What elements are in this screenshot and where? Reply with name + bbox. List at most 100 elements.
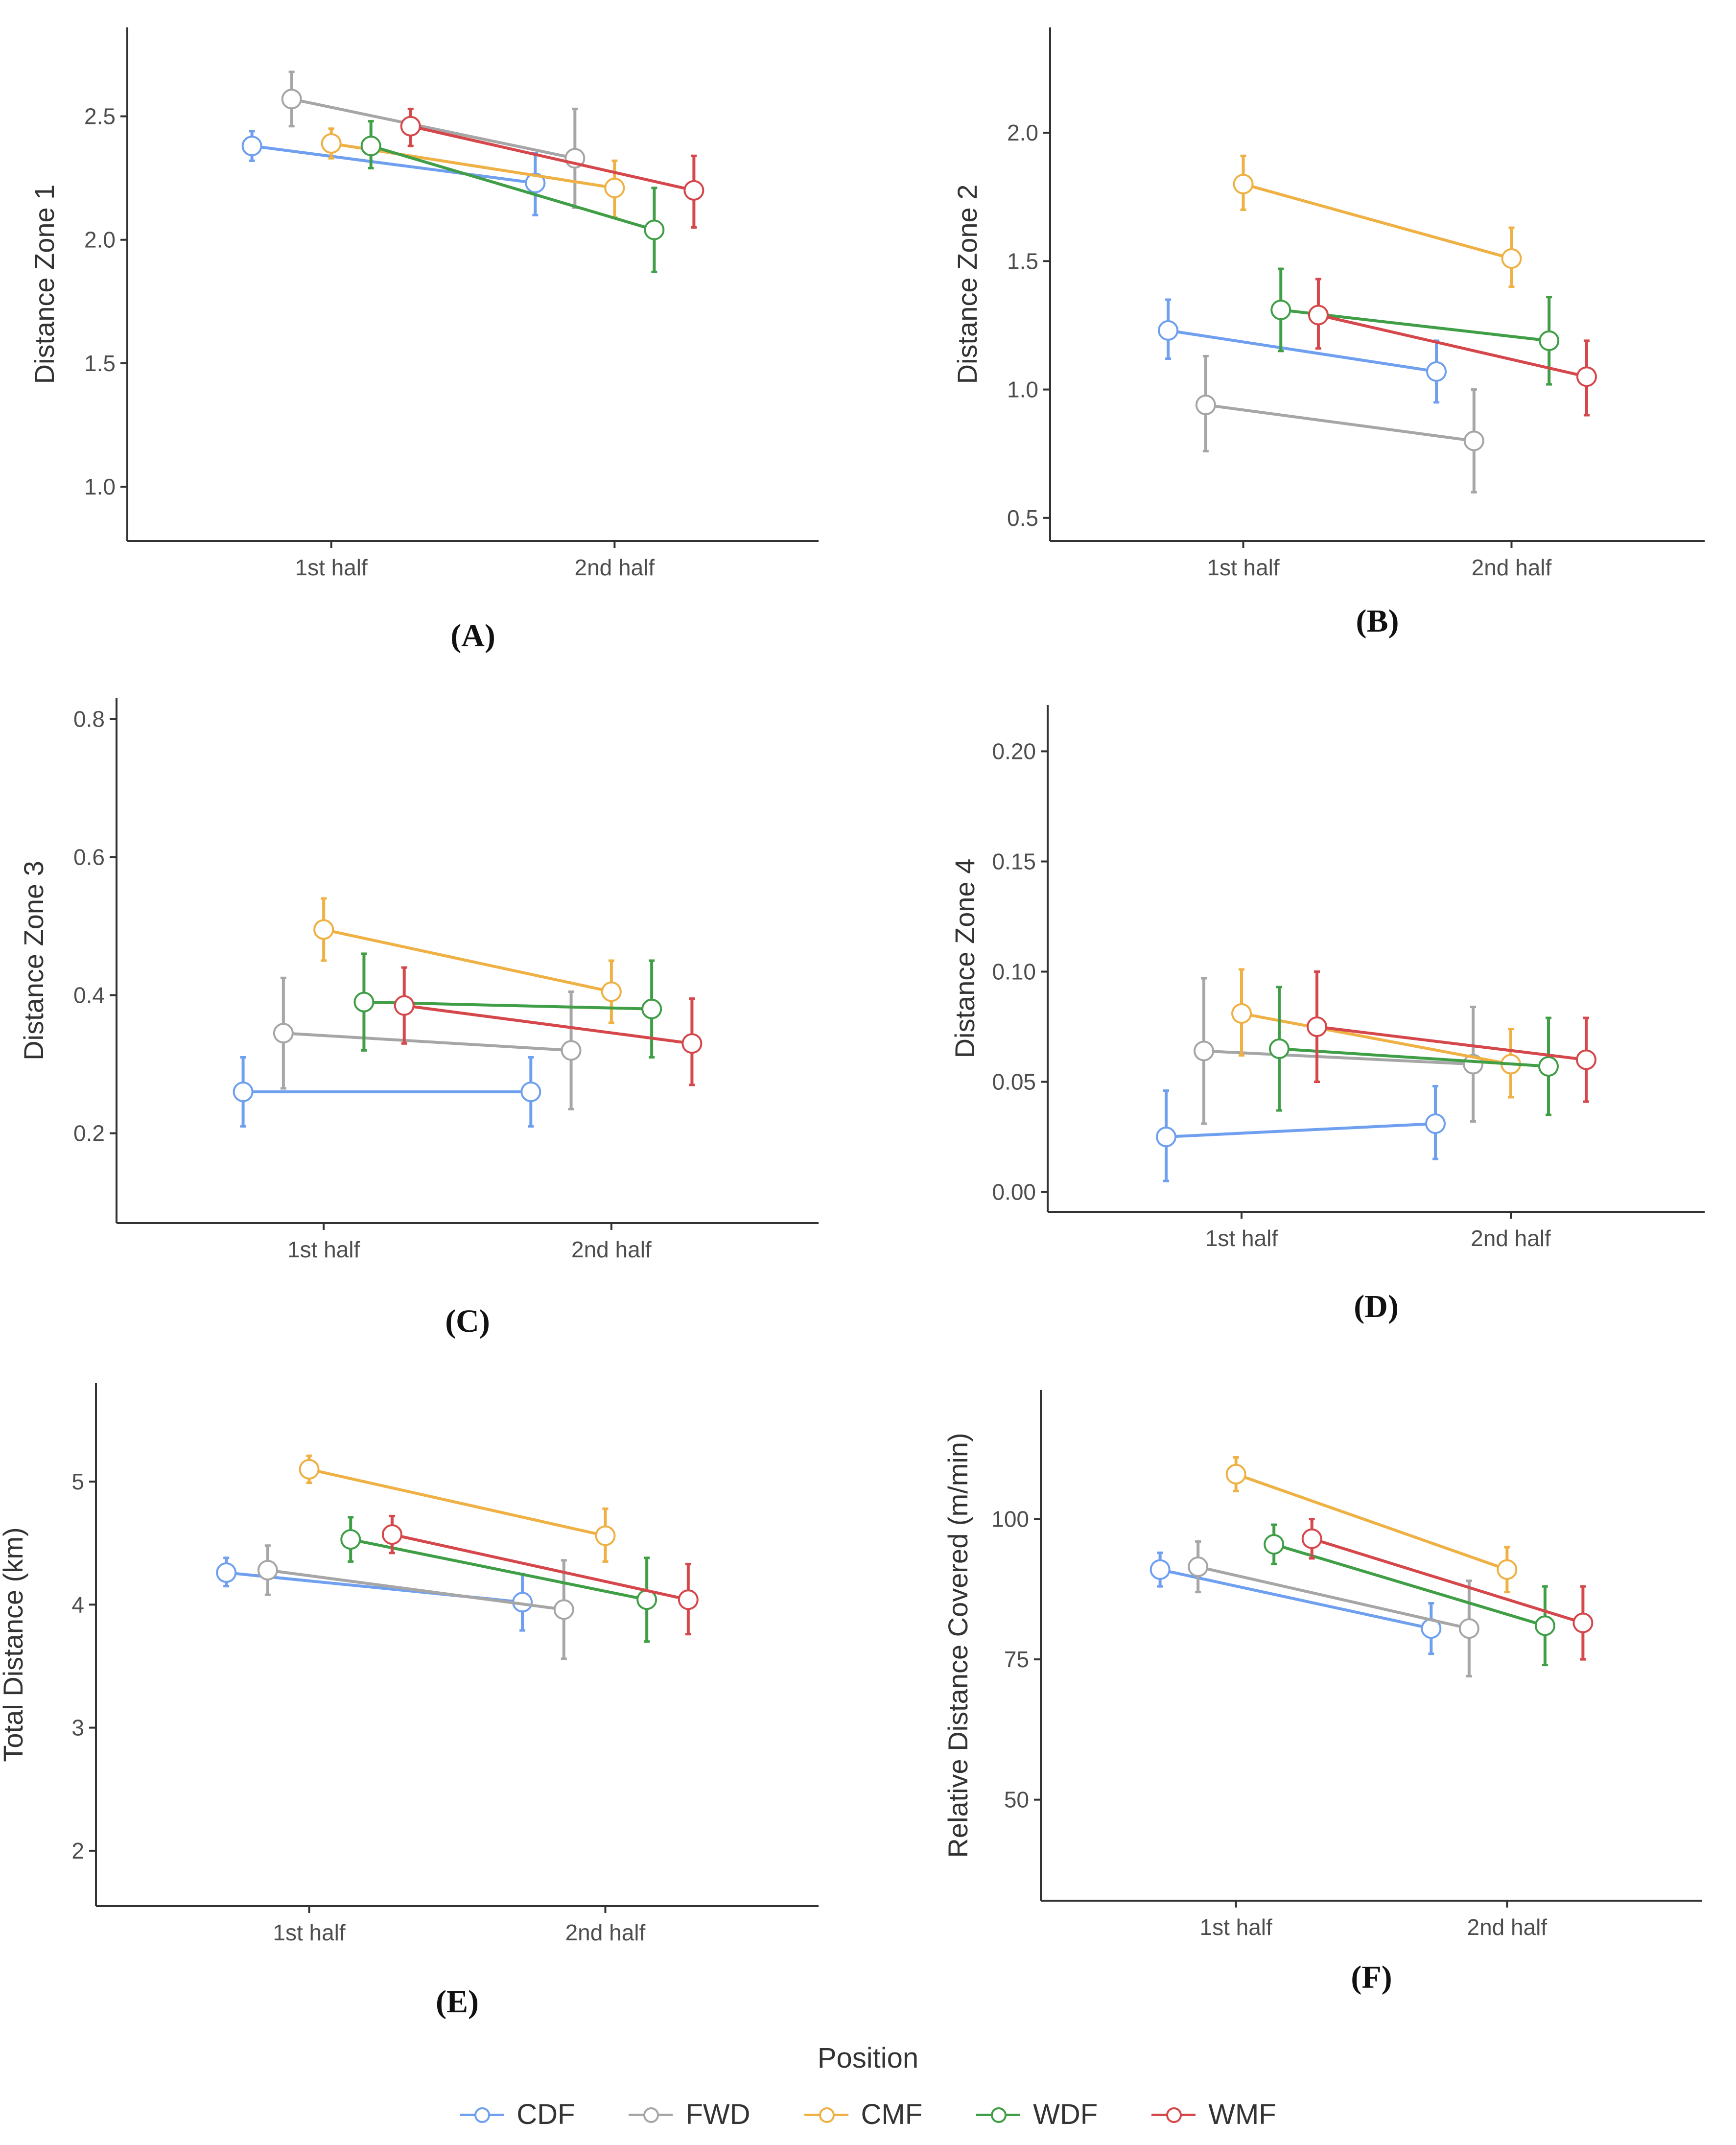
mean-point <box>681 1033 703 1054</box>
series-fwd <box>281 71 586 209</box>
series-wdf <box>1269 986 1559 1116</box>
mean-point <box>1497 1559 1518 1580</box>
panel-label: (B) <box>1356 603 1399 639</box>
mean-point <box>1576 366 1597 387</box>
series-line <box>1316 1025 1587 1061</box>
legend-label: CDF <box>516 2098 575 2130</box>
mean-point <box>1195 395 1216 416</box>
panel-label: (D) <box>1354 1289 1399 1324</box>
y-tick-label: 0.4 <box>73 983 105 1008</box>
series-fwd <box>1188 1540 1479 1678</box>
mean-point <box>1425 1113 1446 1134</box>
mean-point <box>299 1459 320 1480</box>
mean-point <box>273 1023 294 1044</box>
series-line <box>1205 403 1475 443</box>
x-tick-label: 1st half <box>295 555 368 580</box>
y-tick-label: 0.5 <box>1007 505 1038 531</box>
mean-point <box>561 1040 582 1061</box>
series-cdf <box>241 130 546 216</box>
y-tick-label: 50 <box>1004 1787 1029 1813</box>
y-tick-label: 4 <box>71 1592 84 1617</box>
legend-item-wdf: WDF <box>976 2098 1098 2131</box>
mean-point <box>381 1524 402 1545</box>
series-cmf <box>299 1454 616 1563</box>
mean-point <box>1538 1056 1559 1077</box>
chart-panel-e: 2 3 4 5 1st half 2nd half Total Distance (km) (… <box>0 1383 819 2020</box>
series-line <box>308 1467 606 1537</box>
legend-key-icon <box>1151 2100 1196 2129</box>
y-tick-label: 0.6 <box>73 844 105 870</box>
legend-key-icon <box>460 2100 504 2129</box>
series-line <box>1168 329 1437 373</box>
series-line <box>1318 313 1587 378</box>
legend-key-icon <box>629 2100 673 2129</box>
y-tick-label: 1.0 <box>1007 377 1038 402</box>
mean-point <box>604 177 625 198</box>
chart-panel-b: 0.5 1.0 1.5 2.0 1st half 2nd half Distance Zon… <box>952 27 1705 639</box>
mean-point <box>353 991 375 1013</box>
legend-label: CMF <box>861 2098 923 2130</box>
mean-point <box>394 995 415 1016</box>
mean-point <box>525 172 546 193</box>
y-tick-label: 0.15 <box>992 849 1036 874</box>
y-tick-label: 0.00 <box>992 1179 1036 1205</box>
series-line <box>323 928 612 993</box>
mean-point <box>1308 305 1329 326</box>
series-cdf <box>1158 298 1447 404</box>
mean-point <box>601 981 622 1002</box>
y-tick-label: 100 <box>991 1507 1029 1532</box>
chart-panel-f: 50 75 100 1st half 2nd half Relative Distance… <box>942 1390 1702 1995</box>
legend-label: FWD <box>685 2098 751 2130</box>
y-axis-title: Distance Zone 2 <box>952 185 983 384</box>
series-line <box>1273 1543 1546 1627</box>
mean-point <box>1269 1038 1290 1059</box>
x-tick-label: 2nd half <box>571 1237 652 1262</box>
mean-point <box>1463 430 1484 451</box>
mean-point <box>1225 1463 1246 1485</box>
y-axis-title: Distance Zone 3 <box>18 861 49 1061</box>
y-tick-label: 0.20 <box>992 739 1036 764</box>
mean-point <box>1194 1040 1214 1061</box>
series-line <box>1203 1049 1474 1066</box>
y-tick-label: 1.0 <box>84 474 116 499</box>
y-tick-label: 1.5 <box>1007 248 1038 274</box>
legend-key-icon <box>976 2100 1021 2129</box>
series-line <box>1279 1047 1549 1068</box>
series-cdf <box>1150 1551 1442 1655</box>
panel-label: (C) <box>445 1303 490 1339</box>
y-tick-label: 2.0 <box>84 227 116 253</box>
series-wmf <box>394 966 703 1086</box>
y-tick-label: 0.2 <box>73 1121 105 1146</box>
mean-point <box>1231 1003 1252 1024</box>
mean-point <box>1539 330 1560 351</box>
x-tick-label: 1st half <box>1199 1914 1272 1940</box>
mean-point <box>1150 1559 1171 1580</box>
series-line <box>1235 1473 1508 1571</box>
series-wmf <box>1301 1518 1594 1661</box>
y-tick-label: 0.8 <box>73 706 105 731</box>
legend-label: WMF <box>1208 2098 1276 2130</box>
series-wdf <box>360 120 665 273</box>
y-tick-label: 0.05 <box>992 1069 1036 1095</box>
series-wmf <box>400 107 704 229</box>
mean-point <box>1301 1528 1322 1549</box>
series-cmf <box>1225 1456 1518 1594</box>
series-line <box>370 144 655 232</box>
mean-point <box>281 89 302 110</box>
y-tick-label: 5 <box>71 1469 84 1494</box>
mean-point <box>595 1525 616 1546</box>
series-fwd <box>1194 977 1483 1125</box>
y-tick-label: 0.10 <box>992 959 1036 985</box>
mean-point <box>1233 173 1254 194</box>
mean-point <box>1576 1049 1596 1070</box>
mean-point <box>1156 1127 1176 1147</box>
x-tick-label: 1st half <box>1207 555 1280 580</box>
mean-point <box>1458 1618 1479 1639</box>
series-line <box>1311 1537 1584 1625</box>
y-axis-title: Total Distance (km) <box>0 1527 28 1762</box>
panel-label: (A) <box>450 618 495 654</box>
series-line <box>1166 1122 1436 1138</box>
series-line <box>404 1004 692 1045</box>
chart-panel-d: 0.00 0.05 0.10 0.15 0.20 1st half 2nd half Dist… <box>949 705 1705 1324</box>
panel-label: (E) <box>436 1984 479 2020</box>
